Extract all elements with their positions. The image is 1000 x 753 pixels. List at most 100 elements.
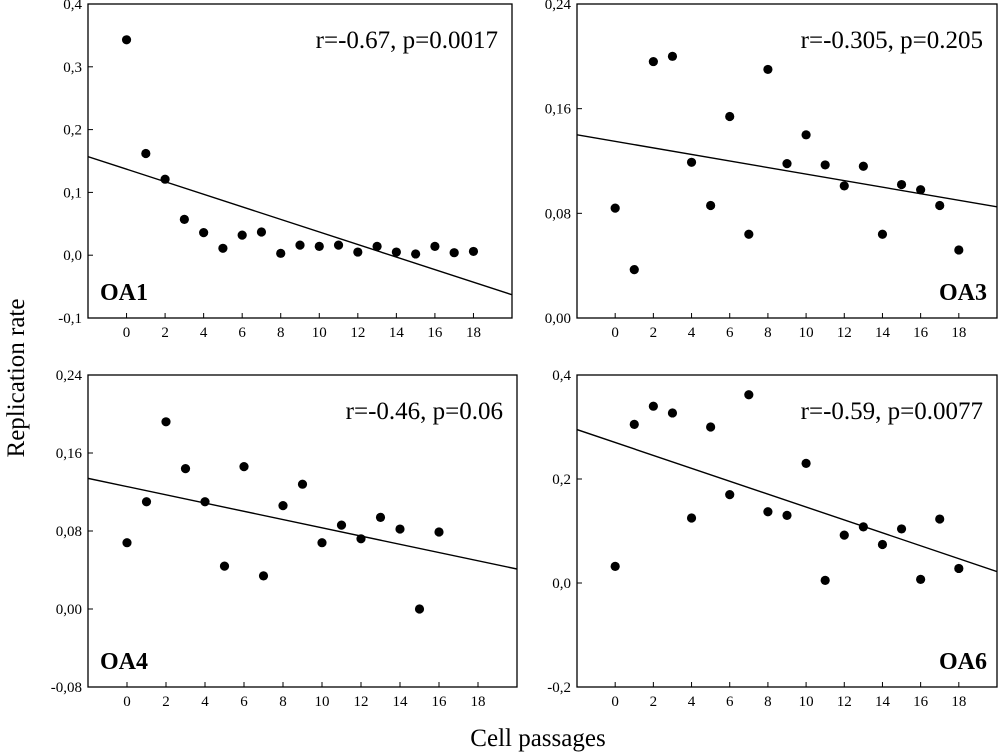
oa6-data-point: [916, 574, 926, 584]
oa3-x-tick-label: 4: [688, 325, 696, 341]
oa3-data-point: [896, 179, 907, 190]
oa1-y-tick-label: 0,0: [63, 248, 82, 264]
oa3-x-tick-label: 2: [650, 325, 658, 341]
oa3-x-tick-label: 6: [726, 325, 734, 341]
oa4-data-point: [219, 561, 230, 571]
oa6-x-tick-label: 14: [875, 694, 891, 710]
oa4-data-point: [414, 604, 425, 614]
oa4-data-point: [434, 527, 444, 537]
oa3-data-point: [839, 181, 849, 191]
oa4-y-tick-label: 0,08: [56, 524, 82, 540]
oa6-x-tick-label: 10: [799, 694, 814, 710]
oa3-data-point: [706, 200, 716, 211]
oa1-x-tick-label: 10: [312, 325, 327, 341]
panel-oa3: 0 2 4 6 8 10 12 14 16 18 0,00 0,08 0,16 0,24 r=-0.305,…: [545, 0, 998, 341]
oa4-x-tick-label: 0: [123, 694, 131, 710]
oa1-x-tick-label: 4: [200, 325, 208, 341]
oa3-data-point: [877, 229, 888, 239]
oa4-data-point: [356, 534, 366, 544]
oa3-y-tick-label: 0,08: [545, 206, 571, 222]
oa3-data-point: [629, 264, 639, 275]
oa3-data-point: [667, 51, 678, 61]
oa4-data-point: [278, 501, 288, 511]
oa6-y-tick-label: -0,2: [547, 680, 571, 696]
oa4-x-tick-label: 2: [162, 694, 170, 710]
oa6-x-tick-label: 0: [611, 694, 619, 710]
oa3-data-point: [935, 200, 945, 211]
oa1-panel-label: OA1: [100, 280, 148, 306]
oa1-data-point: [468, 246, 479, 257]
oa6-data-point: [877, 539, 888, 550]
oa4-x-tick-label: 6: [240, 694, 248, 710]
oa4-y-tick-label: 0,24: [56, 368, 83, 384]
oa4-data-point: [395, 524, 405, 534]
oa1-x-tick-label: 8: [277, 325, 285, 341]
oa1-data-point: [333, 240, 344, 250]
oa3-x-tick-label: 8: [764, 325, 772, 341]
oa6-x-tick-label: 6: [726, 694, 734, 710]
oa4-data-point: [317, 538, 327, 548]
panel-oa6: 0 2 4 6 8 10 12 14 16 18 -0,2 0,0 0,2 0,4 r=-0.59, p=0…: [547, 368, 998, 710]
oa4-data-point: [297, 479, 308, 489]
oa4-data-point: [375, 512, 386, 522]
oa4-x-tick-label: 4: [201, 694, 209, 710]
oa3-y-tick-label: 0,24: [545, 0, 572, 13]
oa4-regression-line: [88, 477, 517, 570]
oa3-x-tick-label: 10: [799, 325, 814, 341]
oa3-regression-line: [577, 134, 997, 208]
oa1-y-tick-label: -0,1: [58, 311, 82, 327]
oa1-data-point: [237, 230, 247, 240]
oa1-data-point: [372, 241, 382, 252]
oa6-data-point: [801, 458, 811, 468]
oa1-data-point: [121, 35, 132, 45]
oa6-x-tick-label: 2: [650, 694, 658, 710]
oa3-data-point: [954, 245, 964, 255]
oa1-data-point: [218, 243, 228, 253]
oa1-data-point: [199, 227, 209, 238]
oa3-data-point: [725, 111, 735, 122]
panel-oa1: 0 2 4 6 8 10 12 14 16 18 -0,1 0,0 0,1 0,2 0,3 0,4 r=-0.6…: [58, 0, 513, 341]
oa4-data-point: [336, 520, 347, 530]
oa3-data-point: [763, 64, 773, 75]
oa1-y-tick-label: 0,3: [63, 60, 82, 76]
oa6-data-point: [935, 514, 945, 524]
oa3-data-point: [648, 56, 658, 67]
oa3-data-point: [916, 185, 926, 195]
oa3-plot-frame: [576, 3, 998, 319]
oa1-y-tick-label: 0,4: [63, 0, 82, 13]
oa4-x-tick-label: 12: [354, 694, 369, 710]
oa4-correlation-stat: r=-0.46, p=0.06: [346, 398, 503, 425]
oa6-y-tick-label: 0,0: [552, 576, 571, 592]
oa3-x-tick-label: 14: [875, 325, 891, 341]
oa6-x-tick-label: 8: [764, 694, 772, 710]
oa6-data-point: [782, 510, 792, 520]
oa4-x-tick-label: 16: [432, 694, 448, 710]
oa4-y-tick-label: 0,16: [56, 446, 83, 462]
oa6-panel-label: OA6: [939, 649, 987, 675]
oa3-y-tick-label: 0,16: [545, 102, 572, 118]
oa6-correlation-stat: r=-0.59, p=0.0077: [801, 398, 983, 425]
oa6-data-point: [954, 563, 964, 574]
oa6-data-point: [706, 422, 716, 432]
panel-oa4: 0 2 4 6 8 10 12 14 16 18 -0,08 0,00 0,08 0,16 0,24 r=-0…: [51, 368, 518, 710]
oa6-x-tick-label: 16: [913, 694, 929, 710]
oa4-data-point: [200, 497, 210, 507]
oa6-data-point: [629, 419, 639, 429]
oa1-data-point: [295, 240, 305, 250]
oa1-y-tick-label: 0,1: [63, 185, 82, 201]
oa6-data-point: [896, 524, 907, 534]
oa3-data-point: [858, 161, 868, 171]
oa3-data-point: [744, 229, 754, 239]
oa4-data-point: [141, 497, 152, 507]
oa4-y-tick-label: -0,08: [51, 680, 82, 696]
oa1-data-point: [391, 247, 401, 257]
oa6-regression-line: [577, 428, 997, 573]
oa4-data-point: [180, 464, 191, 474]
oa4-data-point: [239, 462, 249, 472]
oa1-data-point: [314, 241, 324, 252]
oa4-data-point: [258, 571, 269, 581]
oa1-data-point: [160, 174, 170, 184]
oa6-data-point: [725, 490, 735, 500]
oa4-data-point: [161, 417, 171, 427]
oa3-x-tick-label: 0: [611, 325, 619, 341]
